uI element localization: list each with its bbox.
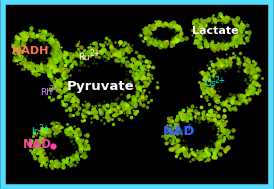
Text: Ru: Ru: [78, 53, 90, 62]
Text: Rh: Rh: [40, 88, 52, 98]
Text: NADH: NADH: [12, 46, 49, 56]
Text: Ir: Ir: [32, 127, 38, 136]
Text: 2+: 2+: [214, 76, 226, 85]
Text: 3+: 3+: [49, 85, 60, 94]
Text: Pyruvate: Pyruvate: [67, 80, 135, 93]
Text: NAD: NAD: [23, 138, 52, 151]
Text: 3+: 3+: [38, 124, 50, 133]
Text: Os: Os: [204, 79, 216, 88]
Text: +: +: [185, 123, 193, 133]
Text: NAD: NAD: [163, 125, 196, 138]
Text: 2+: 2+: [89, 49, 100, 58]
Text: Lactate: Lactate: [192, 26, 238, 36]
